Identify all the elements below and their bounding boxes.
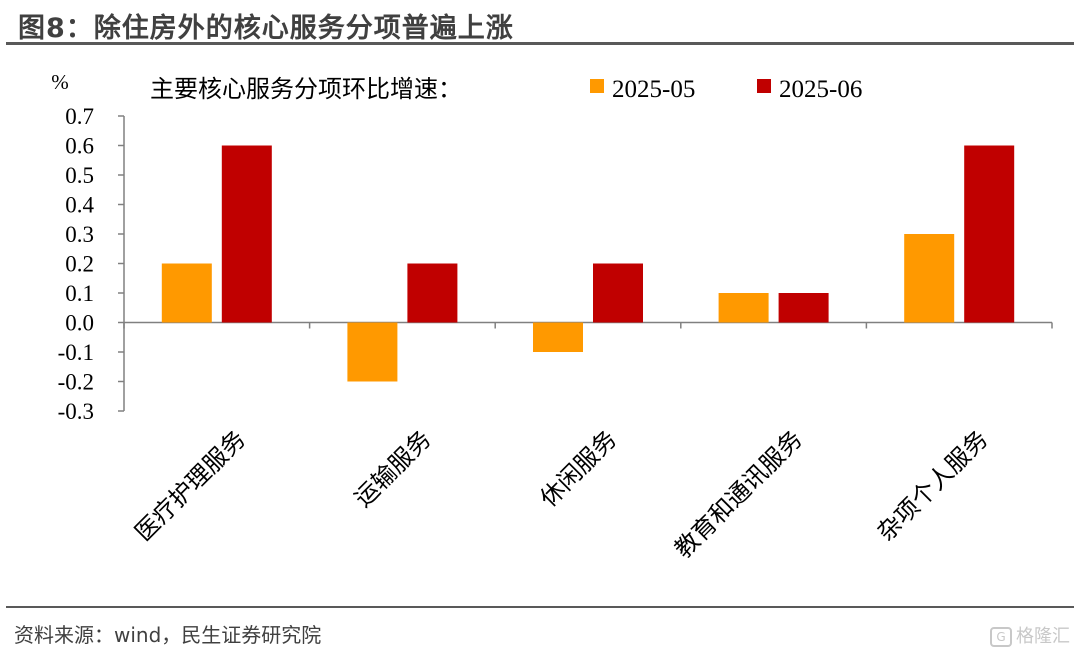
bar-2025-05 xyxy=(347,322,398,382)
y-tick-label: -0.2 xyxy=(58,370,94,395)
bar-2025-05 xyxy=(533,322,583,352)
x-category-label: 教育和通讯服务 xyxy=(669,425,808,564)
bar-2025-06 xyxy=(407,263,458,323)
watermark: G 格隆汇 xyxy=(990,622,1070,648)
y-tick-label: -0.3 xyxy=(58,399,94,424)
y-tick-label: 0.1 xyxy=(65,281,94,306)
y-tick-label: -0.1 xyxy=(58,340,94,365)
y-tick-label: 0.0 xyxy=(65,311,94,336)
y-unit-label: % xyxy=(51,70,69,94)
legend-swatch-2025-06 xyxy=(757,79,771,93)
y-tick-label: 0.3 xyxy=(65,222,94,247)
bar-2025-06 xyxy=(778,293,829,323)
legend-swatch-2025-05 xyxy=(590,79,604,93)
y-tick-label: 0.2 xyxy=(65,252,94,277)
x-category-label: 杂项个人服务 xyxy=(872,425,994,547)
bar-2025-06 xyxy=(221,145,272,323)
source-note: 资料来源：wind，民生证券研究院 xyxy=(14,623,322,647)
figure-title: 图8：除住房外的核心服务分项普遍上涨 xyxy=(18,13,514,44)
title-rule xyxy=(6,42,1074,45)
bar-2025-05 xyxy=(161,263,212,323)
bar-chart: % 0.7 0.6 0.5 0.4 0.3 0.2 0.1 0.0 -0.1 -0.2 -0.3 医疗护… xyxy=(51,70,1053,564)
bar-2025-06 xyxy=(964,145,1015,323)
y-tick-label: 0.7 xyxy=(65,104,94,129)
legend-label-2025-06: 2025-06 xyxy=(779,76,862,103)
watermark-logo-icon: G xyxy=(990,627,1012,647)
y-tick-label: 0.6 xyxy=(65,134,94,159)
y-tick-label: 0.5 xyxy=(65,163,94,188)
x-category-label: 休闲服务 xyxy=(535,425,623,513)
x-category-label: 医疗护理服务 xyxy=(129,425,251,547)
bar-2025-06 xyxy=(593,263,643,323)
legend-label-2025-05: 2025-05 xyxy=(612,76,695,103)
y-tick-label: 0.4 xyxy=(65,193,94,218)
source-rule xyxy=(6,606,1074,608)
bar-2025-05 xyxy=(718,293,769,323)
bar-2025-05 xyxy=(904,234,955,323)
x-category-label: 运输服务 xyxy=(349,425,437,513)
chart-title: 主要核心服务分项环比增速： xyxy=(150,75,462,103)
watermark-text: 格隆汇 xyxy=(1016,626,1070,647)
